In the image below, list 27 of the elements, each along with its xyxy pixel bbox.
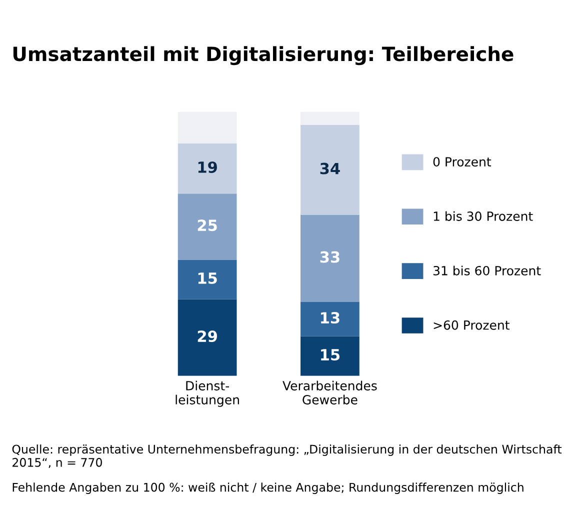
data-label: 19 (198, 161, 217, 173)
bar (300, 302, 360, 336)
text: Fehlende Angaben zu 100 %: weiß nicht / keine Angabe; Rundungsdifferenzen möglich (12, 482, 524, 494)
data-label: 15 (321, 349, 340, 361)
x-tick-label: Dienst- leistungen (176, 380, 239, 407)
data-label: 15 (198, 272, 217, 284)
bar (300, 214, 360, 302)
bar (178, 260, 237, 300)
data-label: 33 (320, 251, 340, 263)
chart-title: Umsatzanteil mit Digitalisierung: Teilbereiche (13, 46, 514, 66)
source-note: Quelle: repräsentative Unternehmensbefragung: „Digitalisierung in der deutschen Wirtschaft 2015“, n = 770 (12, 444, 562, 468)
bar (178, 112, 237, 144)
x-tick-label: Verarbeitendes Gewerbe (282, 380, 377, 404)
data-label: 34 (320, 162, 340, 174)
legend-label: 31 bis 60 Prozent (433, 266, 541, 276)
legend-label: >60 Prozent (434, 320, 510, 330)
data-label: 29 (198, 330, 217, 342)
bar (300, 112, 360, 125)
legend-label: 1 bis 30 Prozent (434, 211, 533, 221)
bar (178, 194, 237, 260)
bar (300, 336, 360, 376)
bar (178, 143, 237, 194)
legend-label: 0 Prozent (433, 157, 492, 167)
data-label: 25 (198, 220, 217, 232)
data-label: 13 (321, 312, 340, 324)
bar (300, 124, 360, 215)
bar (178, 299, 237, 376)
